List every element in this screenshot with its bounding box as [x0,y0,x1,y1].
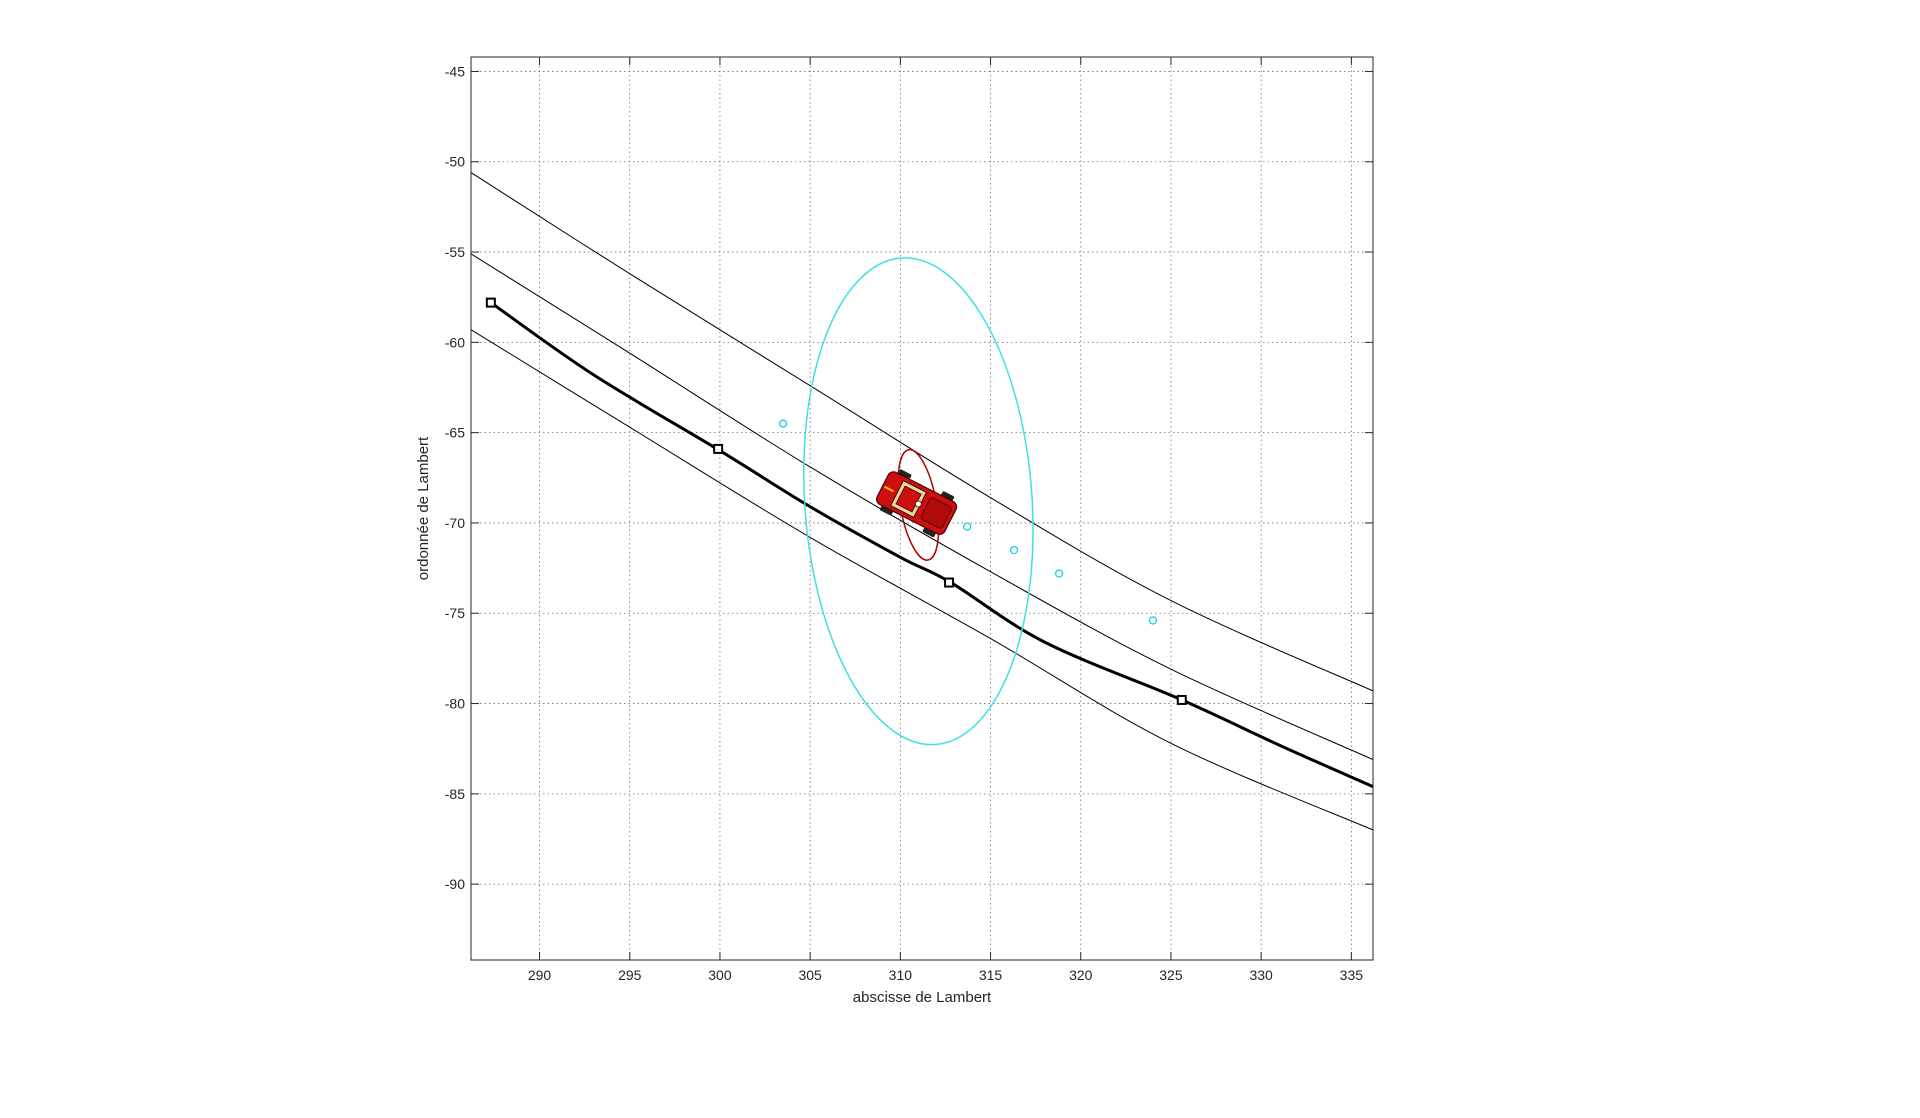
y-tick-label: -80 [445,696,465,712]
x-tick-label: 290 [528,967,552,983]
y-tick-label: -90 [445,876,465,892]
car-wheel [922,526,936,538]
y-axis-ticks: -45 -50 -55 -60 -65 -70 -75 -80 -85 -90 [445,63,1373,892]
car-wheel [879,505,894,516]
waypoint-marker [713,443,724,454]
waypoint-markers [485,297,1187,705]
axes-box [470,56,1374,961]
road-lines [470,172,1374,831]
x-tick-label: 305 [798,967,822,983]
car-wheel [898,469,912,480]
y-tick-label: -45 [445,63,465,79]
car-body [876,469,958,538]
waypoint-marker [485,297,496,308]
x-tick-label: 315 [979,967,1003,983]
x-axis-ticks: 290 295 300 305 310 315 320 325 330 335 [528,57,1363,983]
observation-point [962,522,972,531]
x-tick-label: 325 [1159,967,1183,983]
observation-point [778,419,788,428]
x-tick-label: 300 [708,967,732,983]
road-center-line [489,301,1374,788]
y-tick-label: -85 [445,786,465,802]
observation-point [1055,569,1064,578]
road-edge-line [470,172,1374,692]
x-tick-label: 335 [1340,967,1364,983]
waypoint-marker [1176,694,1187,705]
x-axis-label: abscisse de Lambert [853,989,992,1006]
car-heading-mark [884,485,894,493]
y-axis-label: ordonnée de Lambert [415,436,432,580]
waypoint-marker [944,577,955,588]
car-wheel [940,491,955,502]
large-uncertainty-ellipse [802,257,1034,746]
car-center-mark [914,500,922,508]
observation-point [1148,616,1158,625]
road-edge-line [470,329,1374,831]
x-tick-label: 310 [889,967,913,983]
car-icon [876,469,958,538]
y-tick-label: -50 [445,154,465,170]
y-tick-label: -55 [445,244,465,260]
road-edge-line [470,253,1374,760]
y-tick-label: -60 [445,334,465,350]
car-hood [920,497,952,529]
y-tick-label: -75 [445,605,465,621]
x-tick-label: 330 [1249,967,1273,983]
grid [471,57,1373,960]
y-tick-label: -65 [445,425,465,441]
y-tick-label: -70 [445,515,465,531]
observation-point [1009,545,1019,555]
observation-points [778,419,1158,625]
x-tick-label: 295 [618,967,642,983]
x-tick-label: 320 [1069,967,1093,983]
